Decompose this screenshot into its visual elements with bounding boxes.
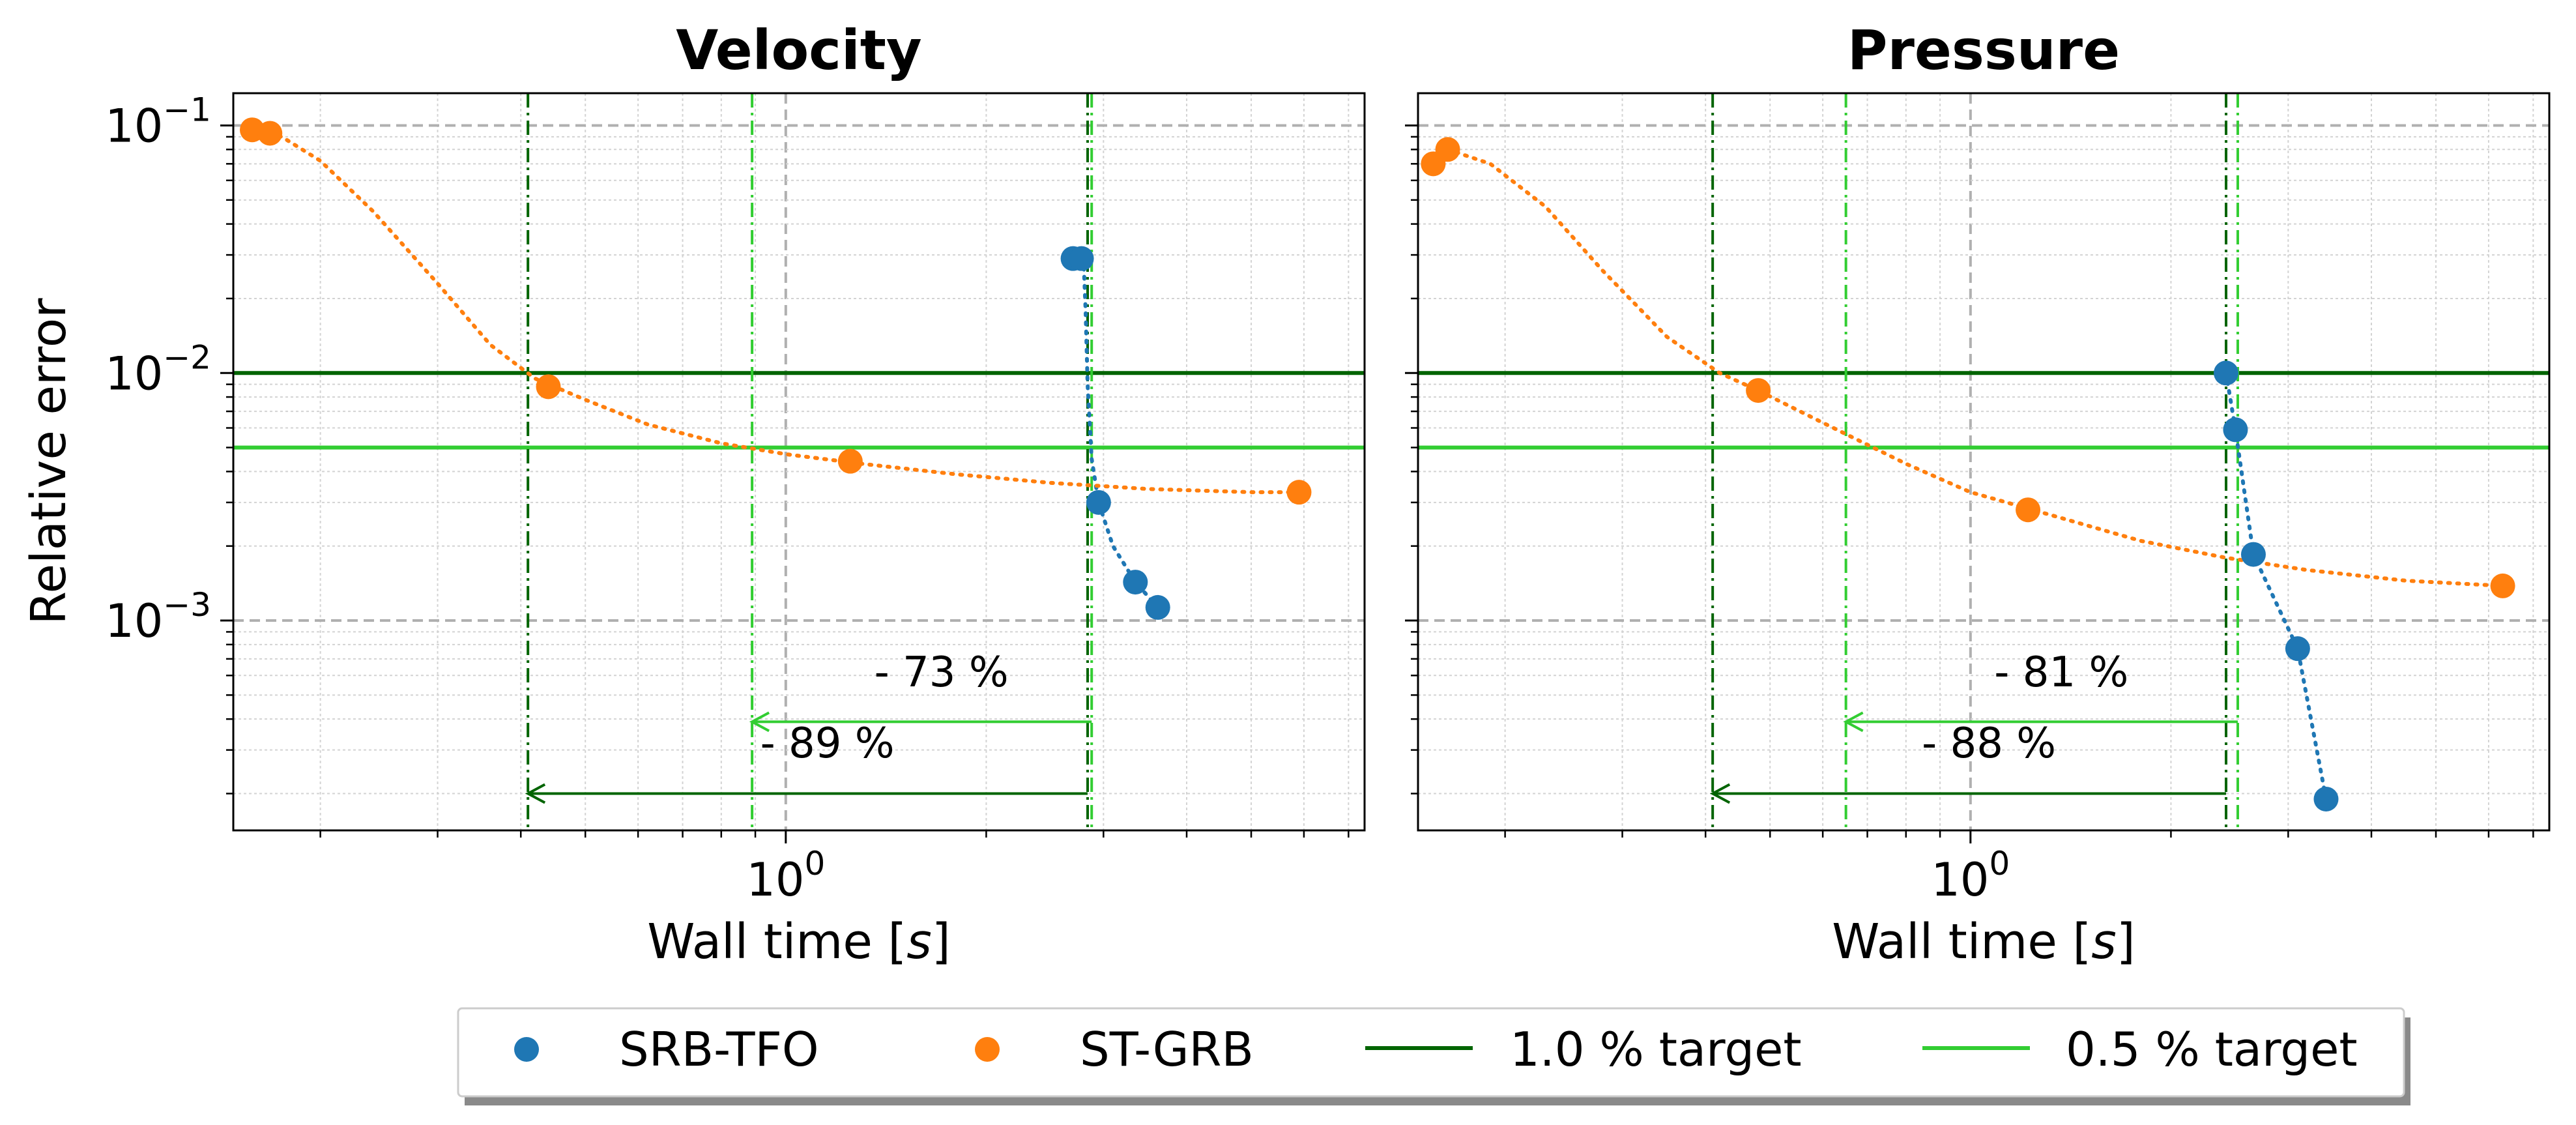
velocity-xlabel: Wall time [s] bbox=[647, 914, 950, 970]
velocity-reduction-arrow-head bbox=[749, 711, 770, 733]
pressure-st-grb-point bbox=[2490, 573, 2515, 598]
pressure-axes-frame bbox=[1417, 92, 2551, 832]
velocity-marks bbox=[233, 93, 1365, 830]
pressure-srb-tfo-point bbox=[2240, 542, 2266, 567]
legend-entry-target-1: 1.0 % target bbox=[1365, 1022, 1802, 1077]
legend-label-srb-tfo: SRB-TFO bbox=[619, 1022, 819, 1077]
velocity-y-tick-label: 10−3 bbox=[105, 586, 211, 648]
pressure-title: Pressure bbox=[1847, 18, 2120, 82]
velocity-ticks bbox=[220, 124, 1350, 843]
pressure-st-grb-fit-line bbox=[1445, 147, 2505, 588]
velocity-reduction-label: - 89 % bbox=[760, 720, 895, 768]
velocity-ylabel: Relative error bbox=[21, 298, 77, 625]
pressure-x-tick-label: 100 bbox=[1931, 845, 2010, 907]
legend-entry-st-grb: ST-GRB bbox=[975, 1022, 1254, 1077]
pressure-srb-tfo-point bbox=[2285, 636, 2310, 662]
velocity-title: Velocity bbox=[676, 18, 921, 82]
velocity-srb-tfo-fit-line bbox=[1081, 256, 1160, 609]
velocity-srb-tfo-point bbox=[1123, 570, 1148, 595]
velocity-srb-tfo-point bbox=[1145, 594, 1170, 620]
pressure-srb-tfo-point bbox=[2313, 786, 2339, 811]
legend-marker-srb-tfo bbox=[514, 1037, 539, 1062]
pressure-reduction-arrow-head bbox=[1709, 783, 1731, 804]
legend-entry-target-05: 0.5 % target bbox=[1922, 1022, 2358, 1077]
velocity-y-tick-label: 10−2 bbox=[105, 338, 211, 400]
velocity-st-grb-point bbox=[1286, 480, 1312, 505]
legend-box bbox=[457, 1007, 2405, 1098]
velocity-srb-tfo-point bbox=[1086, 489, 1111, 515]
velocity-tick-labels: 100 10−1 10−2 10−3 bbox=[105, 91, 825, 907]
pressure-reduction-label: - 88 % bbox=[1922, 720, 2056, 768]
pressure-srb-tfo-point bbox=[2214, 360, 2239, 386]
pressure-srb-tfo-point bbox=[2223, 417, 2248, 443]
pressure-ticks bbox=[1405, 124, 2534, 843]
velocity-reduction-label: - 73 % bbox=[875, 649, 1009, 697]
legend-entry-srb-tfo: SRB-TFO bbox=[514, 1022, 819, 1077]
velocity-st-grb-fit-line bbox=[250, 128, 1301, 495]
velocity-axes-frame bbox=[232, 92, 1366, 832]
pressure-reduction-arrow-head bbox=[1843, 711, 1864, 733]
legend: SRB-TFO ST-GRB 1.0 % target 0.5 % target bbox=[457, 1007, 2410, 1105]
velocity-y-tick-label: 10−1 bbox=[105, 91, 211, 153]
velocity-st-grb-point bbox=[837, 448, 863, 474]
velocity-panel: 100 10−1 10−2 10−3 - 73 % - 89 % Velocity Wa… bbox=[21, 18, 1366, 970]
pressure-st-grb-point bbox=[1435, 137, 1460, 162]
pressure-reduction-label: - 81 % bbox=[1994, 649, 2128, 697]
legend-label-target-1: 1.0 % target bbox=[1510, 1022, 1802, 1077]
legend-label-target-05: 0.5 % target bbox=[2066, 1022, 2358, 1077]
velocity-x-tick-label: 100 bbox=[746, 845, 825, 907]
pressure-panel: 100 - 81 % - 88 % Pressure Wall time [s] bbox=[1405, 18, 2551, 970]
pressure-tick-labels: 100 bbox=[1931, 845, 2010, 907]
velocity-srb-tfo-point bbox=[1069, 246, 1094, 271]
legend-marker-st-grb bbox=[975, 1037, 1000, 1062]
velocity-st-grb-point bbox=[257, 121, 283, 146]
legend-label-st-grb: ST-GRB bbox=[1080, 1022, 1254, 1077]
pressure-xlabel: Wall time [s] bbox=[1832, 914, 2135, 970]
velocity-st-grb-point bbox=[536, 374, 561, 400]
pressure-st-grb-point bbox=[2016, 497, 2041, 523]
pressure-marks bbox=[1418, 93, 2549, 830]
velocity-reduction-arrow-head bbox=[525, 783, 546, 804]
velocity-annotations: - 73 % - 89 % bbox=[525, 649, 1092, 804]
pressure-annotations: - 81 % - 88 % bbox=[1709, 649, 2238, 804]
pressure-st-grb-point bbox=[1746, 378, 1771, 403]
velocity-grid bbox=[233, 93, 1365, 830]
